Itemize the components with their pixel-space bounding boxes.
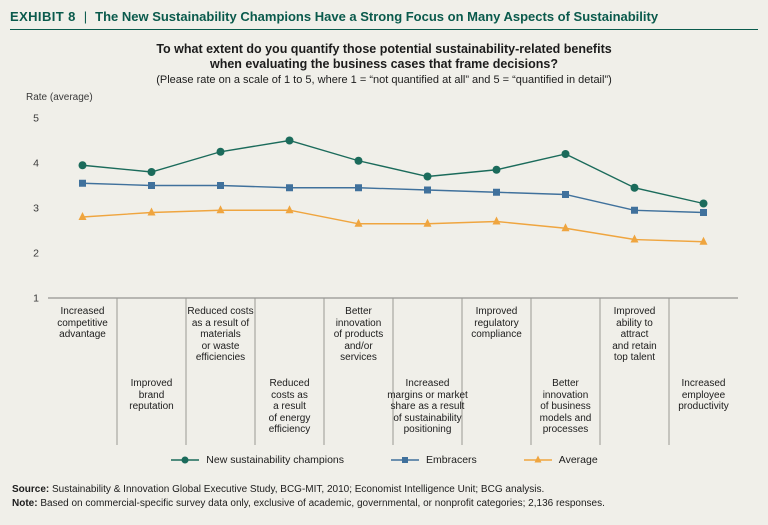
data-point-circle — [354, 156, 363, 165]
legend-marker-triangle — [523, 455, 552, 463]
series-line — [82, 139, 704, 205]
question-line-2: when evaluating the business cases that … — [209, 57, 559, 71]
y-tick-label: 1 — [33, 293, 39, 305]
source-line: Source: Sustainability & Innovation Glob… — [12, 483, 605, 497]
legend-item: New sustainability champions — [170, 454, 344, 466]
note-label: Note: — [12, 498, 38, 509]
data-point-square — [493, 188, 500, 196]
note-text: Based on commercial-specific survey data… — [40, 498, 605, 509]
legend-marker-circle — [171, 456, 200, 464]
data-point-circle — [630, 183, 639, 192]
y-axis-title: Rate (average) — [26, 92, 93, 103]
legend-label: Embracers — [426, 454, 477, 466]
data-point-square — [286, 184, 293, 192]
data-point-triangle — [561, 223, 570, 232]
data-point-square — [700, 209, 707, 216]
data-point-circle — [285, 136, 294, 145]
data-point-circle — [492, 165, 501, 174]
legend-label: Average — [558, 454, 598, 466]
y-tick-label: 3 — [33, 203, 39, 215]
question-subtitle: (Please rate on a scale of 1 to 5, where… — [156, 74, 612, 86]
data-point-circle — [181, 456, 189, 464]
data-point-circle — [561, 150, 570, 158]
line-chart: 5 4 3 2 1 — [33, 113, 738, 445]
data-point-circle — [78, 161, 87, 170]
data-point-square — [217, 182, 224, 189]
exhibit-header: EXHIBIT 8 | The New Sustainability Champio… — [10, 9, 758, 24]
data-point-circle — [423, 172, 432, 181]
data-point-circle — [147, 168, 156, 176]
data-point-square — [79, 179, 86, 187]
source-text: Sustainability & Innovation Global Execu… — [52, 484, 545, 495]
data-point-triangle — [423, 218, 432, 227]
data-point-triangle — [216, 205, 225, 214]
data-point-square — [424, 186, 431, 194]
data-point-square — [148, 182, 155, 189]
data-point-triangle — [492, 216, 501, 225]
data-point-square — [355, 184, 362, 192]
legend-label: New sustainability champions — [206, 454, 345, 466]
exhibit-number: EXHIBIT 8 — [10, 9, 76, 24]
y-tick-label: 4 — [33, 158, 39, 170]
data-point-square — [562, 191, 569, 198]
legend-item: Embracers — [390, 454, 477, 466]
exhibit-title: The New Sustainability Champions Have a … — [95, 9, 659, 24]
data-point-triangle — [78, 212, 87, 220]
y-tick-label: 5 — [33, 113, 39, 125]
data-point-triangle — [354, 218, 363, 227]
header-rule — [10, 29, 758, 30]
data-point-square — [402, 457, 409, 463]
data-point-circle — [699, 199, 708, 208]
data-point-triangle — [285, 205, 294, 214]
legend-marker-square — [391, 457, 420, 463]
data-point-triangle — [699, 236, 708, 245]
data-point-triangle — [534, 455, 542, 463]
chart-question: To what extent do you quantify those pot… — [0, 42, 768, 86]
note-line: Note: Based on commercial-specific surve… — [12, 497, 605, 511]
footnotes: Source: Sustainability & Innovation Glob… — [12, 483, 605, 511]
header-separator: | — [83, 9, 88, 24]
data-point-square — [631, 206, 638, 214]
data-point-circle — [216, 147, 225, 156]
source-label: Source: — [12, 484, 50, 495]
data-point-triangle — [147, 207, 156, 216]
chart-legend: New sustainability champions Embracers Ave… — [0, 454, 768, 466]
legend-item: Average — [523, 454, 598, 466]
y-tick-label: 2 — [33, 248, 39, 260]
series-line — [82, 209, 704, 243]
question-line-1: To what extent do you quantify those pot… — [156, 42, 612, 56]
series-line — [82, 182, 704, 214]
data-point-triangle — [630, 234, 639, 243]
